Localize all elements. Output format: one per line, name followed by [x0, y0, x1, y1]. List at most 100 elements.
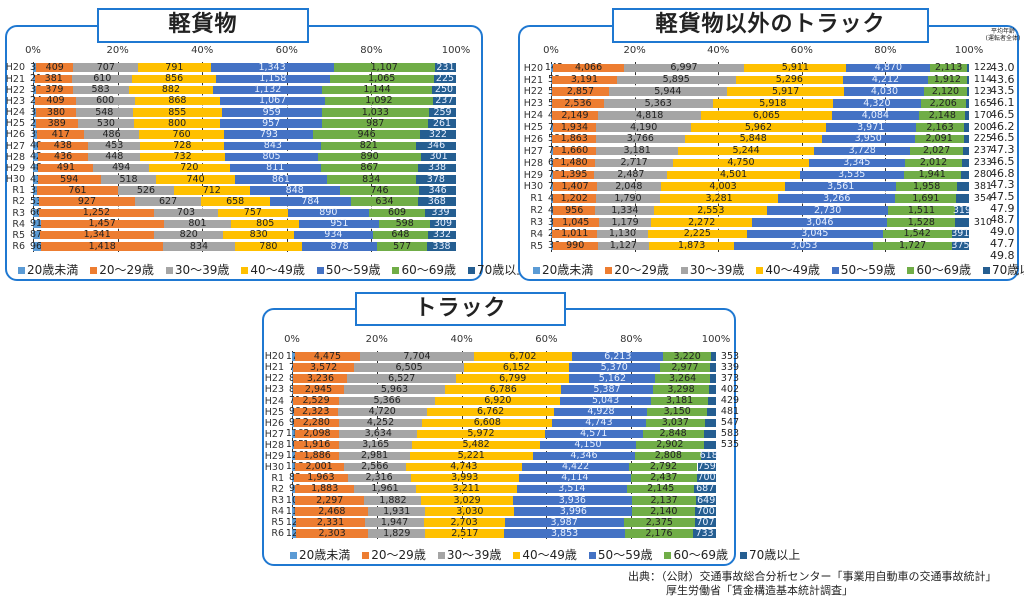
legend-trucks: 20歳未満 20～29歳 30～39歳 40～49歳 50～59歳 60～69歳 70歳以上	[290, 546, 800, 563]
bar-segment-H23-2	[343, 385, 446, 394]
bar-segment-H28-6	[421, 152, 456, 162]
bar-segment-R3-1	[39, 208, 154, 218]
bar-segment-R2-4	[516, 484, 628, 494]
data-label: 3,936	[558, 494, 586, 506]
data-label: 491	[56, 162, 76, 174]
bar-segment-H29-6	[418, 163, 456, 173]
bar-segment-R1-6	[419, 186, 456, 195]
bar-segment-R3-0	[551, 218, 553, 227]
bar-segment-R5-4	[504, 518, 624, 527]
bar-segment-H20-4	[572, 352, 664, 361]
data-label: 375	[951, 240, 970, 252]
bar-segment-R6-3	[425, 529, 505, 538]
bar-segment-H22-1	[293, 374, 348, 383]
bar-segment-H30-4	[521, 462, 630, 472]
data-label: 634	[375, 195, 394, 207]
data-label: 101	[286, 495, 304, 506]
data-label: 1,912	[933, 74, 961, 86]
bar-segment-H29-2	[594, 170, 668, 180]
bar-segment-H30-2	[596, 182, 661, 191]
bar-segment-H22-3	[456, 374, 570, 383]
bar-segment-H22-5	[924, 87, 967, 96]
bar-segment-R3-6	[696, 496, 716, 505]
data-label: 2,272	[688, 216, 716, 228]
data-label: 354	[973, 192, 993, 204]
data-label: 3,220	[673, 350, 701, 362]
data-label: 2,098	[303, 428, 331, 440]
bar-segment-H23-2	[75, 96, 135, 106]
bar-segment-H30-6	[697, 462, 716, 472]
legend-swatch	[362, 552, 370, 559]
data-label: 380	[46, 106, 66, 118]
data-label: 436	[54, 151, 73, 163]
bar-segment-H25-2	[596, 123, 692, 132]
bar-segment-H29-5	[320, 163, 419, 173]
data-label: 2,280	[302, 417, 330, 429]
row-label-R6: R6	[271, 528, 284, 540]
legend-swatch	[605, 267, 613, 274]
bar-segment-R1-4	[518, 473, 631, 483]
bar-segment-R1-3	[173, 186, 250, 195]
data-label: 5,963	[380, 383, 409, 395]
bar-segment-R1-2	[595, 194, 661, 203]
data-label: 99	[289, 483, 301, 494]
data-label: 5,482	[462, 439, 490, 451]
bar-segment-H30-4	[785, 182, 897, 191]
legend-swatch	[437, 552, 445, 559]
bar-segment-R3-2	[153, 208, 219, 218]
bar-segment-H29-6	[960, 170, 969, 180]
data-label: 535	[720, 439, 740, 451]
bar-segment-H27-4	[813, 146, 911, 156]
data-label: 868	[168, 95, 187, 107]
bar-segment-H20-1	[553, 63, 624, 73]
bar-segment-R3-0	[292, 496, 296, 505]
data-label: 577	[393, 240, 412, 252]
bar-segment-H20-3	[473, 352, 573, 361]
bar-segment-R4-2	[163, 219, 232, 229]
bar-segment-H25-0	[33, 119, 36, 128]
bar-segment-H29-3	[148, 163, 230, 173]
data-label: 759	[697, 461, 716, 473]
bar-segment-H21-1	[293, 363, 354, 372]
data-label: 2,316	[365, 472, 393, 484]
data-label: 373	[720, 372, 740, 384]
data-label: 707	[96, 61, 115, 73]
bar-segment-H24-6	[708, 396, 716, 405]
row-label-H29: H29	[264, 450, 284, 462]
legend-label: 40～49歳	[522, 548, 577, 562]
data-label: 417	[51, 128, 70, 140]
x-tick-label: 0%	[284, 334, 300, 345]
bar-segment-R1-5	[339, 186, 420, 195]
x-tick-label: 40%	[450, 334, 473, 345]
bar-segment-R5-5	[623, 518, 695, 527]
data-label: 66	[29, 207, 43, 219]
bar-segment-H26-4	[821, 134, 915, 144]
bar-segment-H24-0	[292, 396, 294, 405]
bar-segment-H28-4	[808, 158, 905, 168]
legend-item: 50～59歳	[831, 261, 895, 278]
data-label: 319	[952, 204, 972, 216]
data-label: 33	[30, 84, 42, 95]
data-label: 6,762	[477, 406, 505, 418]
bar-segment-H26-6	[705, 418, 716, 428]
data-label: 959	[262, 106, 281, 118]
legend-item: 20歳未満	[533, 261, 593, 278]
row-label-H30: H30	[5, 174, 25, 186]
bar-segment-H22-2	[608, 87, 727, 96]
bar-segment-R5-2	[154, 230, 224, 240]
data-label: 2,981	[360, 450, 389, 462]
x-tick-label: 80%	[360, 45, 383, 56]
bar-segment-R4-5	[882, 229, 952, 239]
data-label: 353	[720, 350, 740, 362]
data-label: 548	[95, 106, 114, 118]
bar-segment-H25-6	[428, 119, 456, 128]
data-label: 1,067	[259, 95, 287, 107]
bar-segment-R2-1	[553, 206, 596, 215]
bar-segment-R3-5	[887, 218, 956, 227]
data-label: 2,027	[923, 145, 951, 157]
data-label: 791	[165, 61, 184, 73]
data-label: 1,480	[560, 157, 588, 169]
data-label: 2,001	[305, 461, 333, 473]
data-label: 332	[432, 229, 451, 241]
data-label: 2,529	[302, 395, 330, 406]
